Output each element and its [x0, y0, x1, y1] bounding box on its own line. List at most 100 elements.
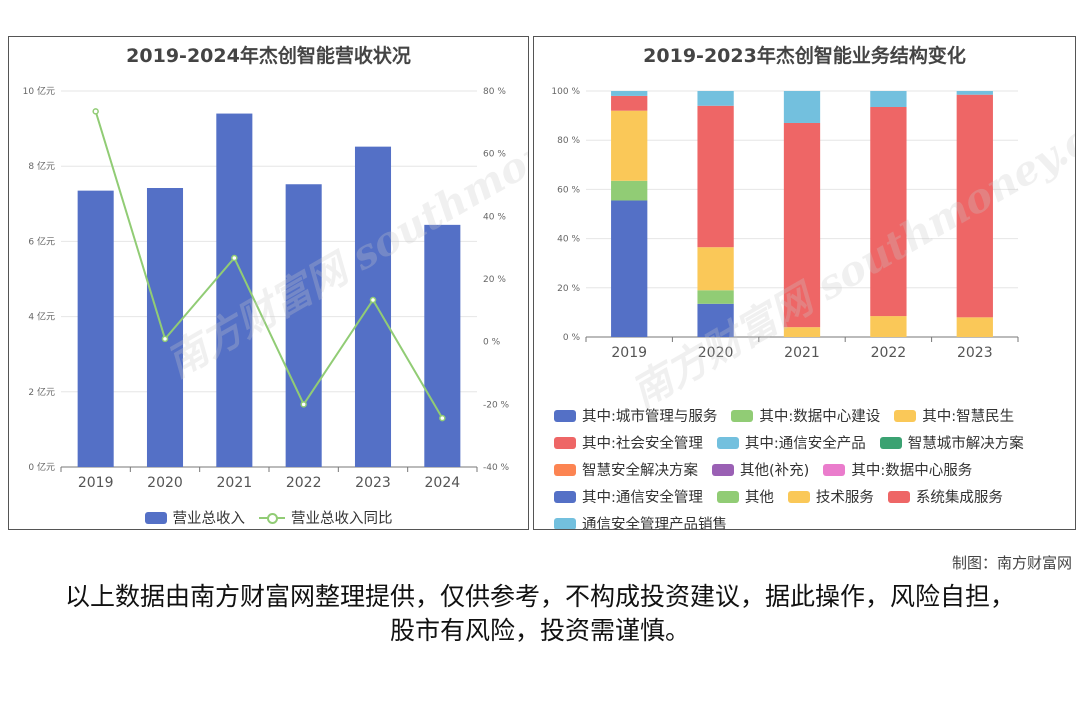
- revenue-chart-svg: 0 亿元 2 亿元 4 亿元 6 亿元 8 亿元 10 亿元 -40 % -20 % 0 % 20…: [23, 85, 510, 491]
- legend-item[interactable]: 系统集成服务: [887, 486, 1003, 507]
- y-tick-label: 0 %: [563, 333, 581, 343]
- stack-segment: [697, 303, 734, 337]
- x-tick-label: 2024: [425, 475, 461, 491]
- stack-segment: [870, 106, 907, 317]
- legend-label: 系统集成服务: [915, 490, 1003, 506]
- legend-item[interactable]: 通信安全管理产品销售: [554, 513, 727, 530]
- business-structure-title: 2019-2023年杰创智能业务结构变化: [643, 45, 966, 67]
- legend-item[interactable]: 其中:通信安全管理: [554, 486, 703, 507]
- y-tick-label: 100 %: [551, 87, 580, 97]
- legend-swatch: [894, 409, 917, 422]
- y-tick-label: 10 亿元: [23, 85, 55, 97]
- revenue-chart-panel: 2019-2024年杰创智能营收状况 0 亿元 2 亿元 4 亿元 6 亿元 8 亿元 1…: [8, 36, 529, 530]
- legend-swatch: [731, 409, 754, 422]
- y-tick-label: 0 亿元: [28, 461, 55, 473]
- revenue-chart-title: 2019-2024年杰创智能营收状况: [126, 45, 411, 67]
- legend-swatch: [887, 490, 910, 503]
- legend-label: 其中:数据中心建设: [759, 409, 881, 425]
- stack-segment: [611, 91, 648, 96]
- x-tick-label: 2020: [147, 475, 183, 491]
- revenue-bar: [285, 184, 322, 468]
- business-structure-legend: 其中:城市管理与服务 其中:数据中心建设 其中:智慧民生其中:社会安全管理 其中:通信…: [554, 405, 1067, 530]
- y2-tick-label: 60 %: [483, 150, 506, 160]
- stack-segment: [697, 91, 734, 106]
- legend-item[interactable]: 智慧安全解决方案: [554, 459, 698, 480]
- legend-item[interactable]: 其他: [716, 486, 774, 507]
- legend-swatch-revenue-yoy: [259, 512, 285, 524]
- y-tick-label: 60 %: [557, 185, 580, 195]
- legend-swatch: [879, 436, 902, 449]
- revenue-yoy-point: [439, 414, 446, 422]
- stack-segment: [697, 105, 734, 248]
- y-tick-label: 2 亿元: [28, 386, 55, 398]
- stack-segment: [956, 317, 993, 337]
- legend-label: 其中:数据中心服务: [851, 463, 973, 479]
- stack-segment: [697, 247, 734, 291]
- legend-label: 其他: [744, 490, 774, 506]
- disclaimer-text: 以上数据由南方财富网整理提供，仅供参考，不构成投资建议，据此操作，风险自担，股市…: [64, 582, 1015, 645]
- legend-swatch: [787, 490, 810, 503]
- legend-label: 智慧安全解决方案: [582, 463, 698, 479]
- revenue-bar: [146, 188, 184, 467]
- revenue-yoy-point: [231, 254, 238, 262]
- y-tick-label: 20 %: [557, 284, 580, 294]
- stack-segment: [956, 91, 993, 95]
- legend-label: 其中:通信安全管理: [582, 490, 703, 506]
- x-tick-label: 2019: [611, 345, 647, 361]
- revenue-bar: [354, 146, 392, 467]
- legend-label: 其中:城市管理与服务: [582, 409, 718, 425]
- x-tick-label: 2023: [957, 345, 993, 361]
- legend-label-revenue-yoy: 营业总收入同比: [291, 511, 393, 527]
- y-tick-label: 6 亿元: [28, 235, 55, 247]
- legend-item-revenue-yoy[interactable]: 营业总收入同比: [259, 507, 393, 528]
- legend-item-revenue[interactable]: 营业总收入: [144, 507, 245, 528]
- legend-label: 其中:智慧民生: [922, 409, 1015, 425]
- chart-credit: 制图：南方财富网: [951, 554, 1072, 572]
- y2-tick-label: 40 %: [483, 212, 506, 222]
- x-tick-label: 2021: [217, 475, 253, 491]
- revenue-yoy-point: [92, 108, 99, 115]
- legend-item[interactable]: 其中:数据中心服务: [823, 459, 972, 480]
- legend-item[interactable]: 技术服务: [787, 486, 874, 507]
- y2-tick-label: -20 %: [483, 400, 510, 410]
- stack-segment: [870, 91, 907, 107]
- y2-tick-label: -40 %: [483, 463, 510, 473]
- legend-swatch: [554, 490, 576, 503]
- legend-label: 智慧城市解决方案: [907, 436, 1024, 452]
- x-tick-label: 2023: [355, 475, 391, 491]
- legend-swatch-revenue: [144, 511, 167, 524]
- stack-segment: [611, 110, 648, 181]
- legend-item[interactable]: 其中:社会安全管理: [554, 432, 703, 453]
- x-tick-label: 2021: [784, 345, 820, 361]
- legend-item[interactable]: 其中:通信安全产品: [716, 432, 866, 453]
- legend-label: 通信安全管理产品销售: [582, 517, 727, 530]
- stack-segment: [870, 316, 907, 337]
- revenue-bar: [77, 190, 114, 467]
- legend-item[interactable]: 其中:城市管理与服务: [554, 405, 717, 426]
- legend-item[interactable]: 其他(补充): [712, 459, 809, 480]
- legend-swatch: [716, 436, 739, 449]
- legend-swatch: [716, 490, 739, 503]
- y2-tick-label: 0 %: [483, 338, 501, 348]
- legend-label: 其中:社会安全管理: [582, 436, 703, 452]
- legend-swatch: [554, 409, 576, 422]
- legend-item[interactable]: 其中:智慧民生: [894, 405, 1014, 426]
- legend-label: 技术服务: [815, 490, 874, 506]
- legend-swatch: [554, 436, 576, 449]
- stack-segment: [611, 180, 648, 201]
- y2-tick-label: 20 %: [483, 275, 506, 285]
- stack-segment: [956, 94, 993, 318]
- stack-segment: [697, 290, 734, 304]
- y2-tick-label: 80 %: [483, 87, 506, 97]
- legend-item[interactable]: 其中:数据中心建设: [731, 405, 880, 426]
- stack-segment: [783, 122, 821, 328]
- revenue-yoy-line: [94, 111, 444, 419]
- revenue-chart-legend: 营业总收入 营业总收入同比: [9, 507, 528, 528]
- legend-item[interactable]: 智慧城市解决方案: [879, 432, 1024, 453]
- y-tick-label: 80 %: [557, 136, 580, 146]
- business-structure-svg: 0 % 20 % 40 % 60 % 80 % 100 % 2019 2020 2021 2022…: [551, 87, 1019, 361]
- y-tick-label: 4 亿元: [28, 311, 55, 323]
- stack-segment: [611, 200, 648, 337]
- stack-segment: [611, 95, 648, 111]
- revenue-bar: [216, 113, 253, 467]
